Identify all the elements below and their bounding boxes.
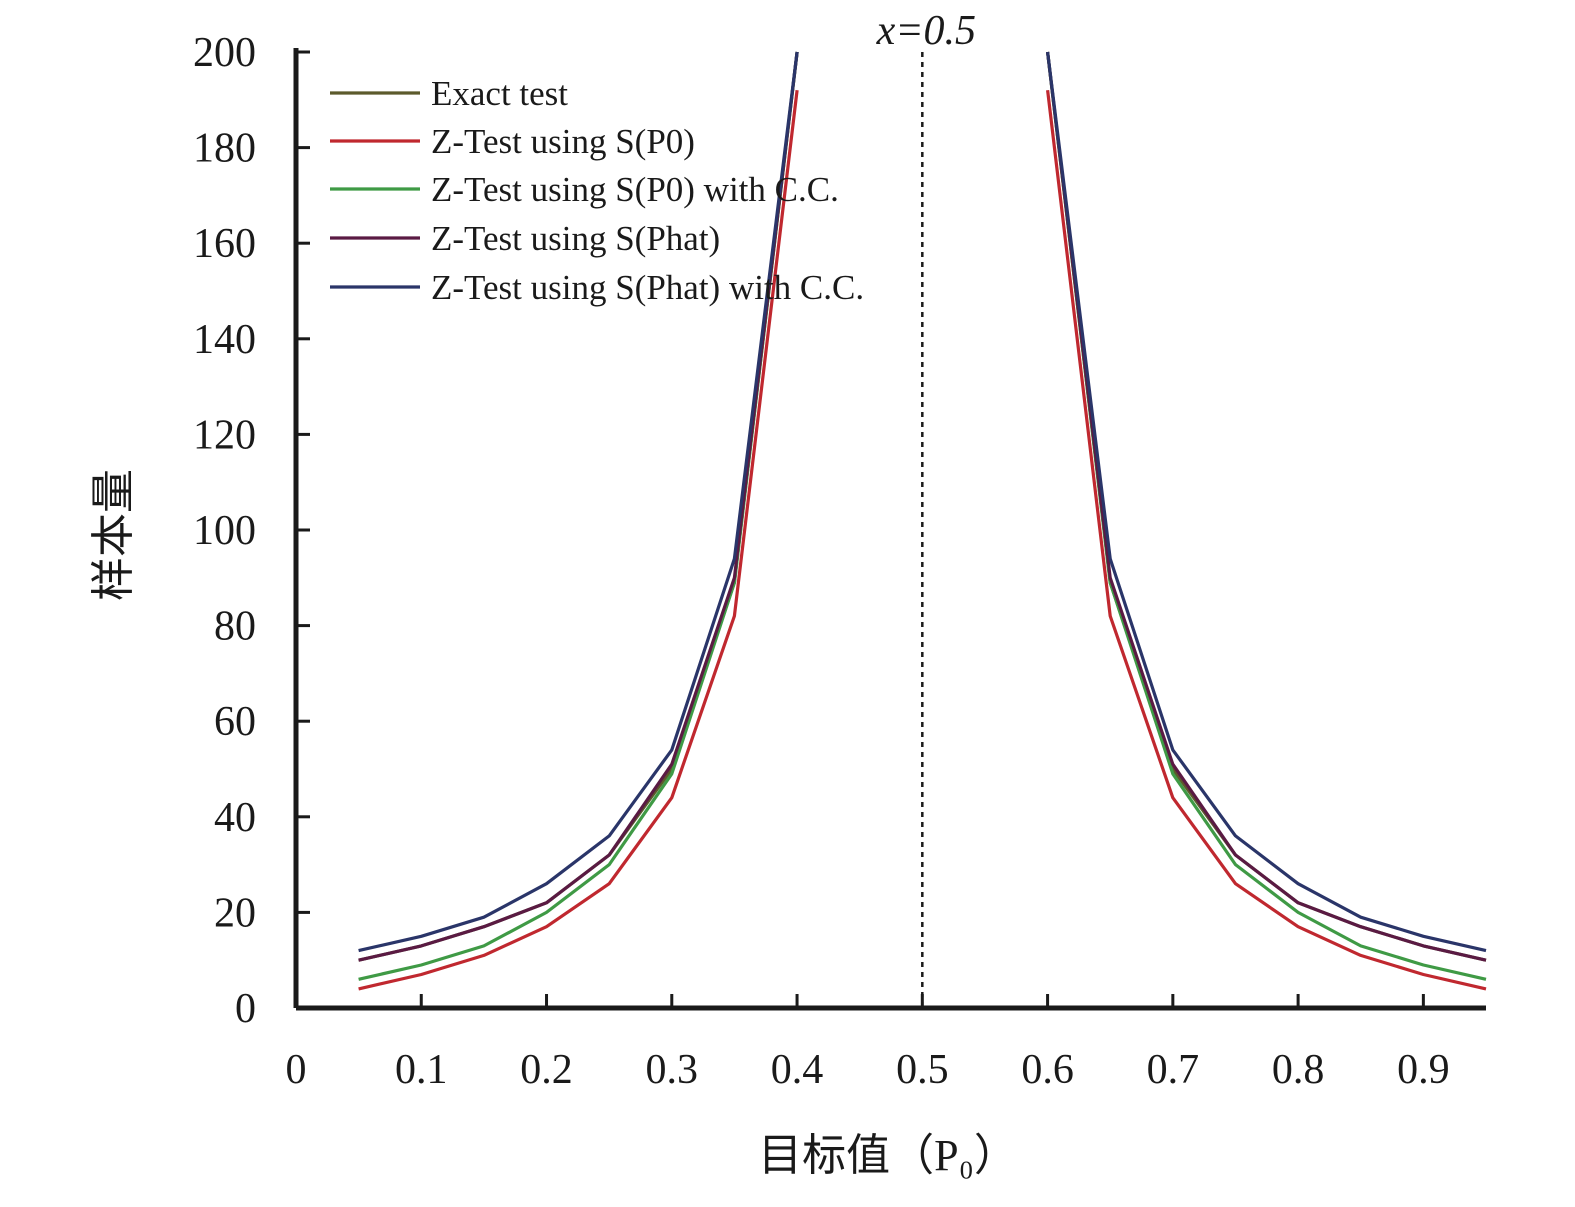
series-line-3-right: [1046, 51, 1487, 981]
y-tick-label: 160: [193, 221, 256, 267]
y-tick-label: 60: [214, 699, 256, 745]
series-layer: [358, 51, 1487, 991]
axes-layer: x=0.5 0 0.1 0.2 0.3 0.4 0.5 0.6 0.7 0.8 0.9 0 20 40 60…: [89, 8, 1486, 1180]
x-tick-label: 0.4: [771, 1047, 824, 1093]
x-tick-label: 0: [286, 1047, 307, 1093]
legend: Exact test Z-Test using S(P0) Z-Test using…: [330, 74, 864, 307]
x-tick-label: 0.1: [395, 1047, 448, 1093]
y-tick-label: 140: [193, 317, 256, 363]
x-tick-label: 0.5: [896, 1047, 949, 1093]
legend-label-3: Z-Test using S(P0) with C.C.: [431, 170, 839, 209]
series-line-5-right: [1046, 51, 1487, 953]
x-tick-label: 0.8: [1272, 1047, 1325, 1093]
y-tick-label: 120: [193, 412, 256, 458]
series-line-2-left: [358, 90, 799, 991]
series-line-3-left: [358, 51, 799, 981]
y-axis-title: 样本量: [89, 469, 138, 601]
series-line-5-left: [358, 51, 799, 953]
series-line-2-right: [1046, 90, 1487, 991]
x-axis-title: 目标值（P₀）: [758, 1131, 1018, 1180]
y-tick-label: 20: [214, 890, 256, 936]
series-line-4-right: [1046, 51, 1487, 962]
legend-label-2: Z-Test using S(P0): [431, 122, 695, 161]
legend-label-5: Z-Test using S(Phat) with C.C.: [431, 268, 864, 307]
x-tick-label: 0.6: [1021, 1047, 1074, 1093]
series-line-1-right: [1046, 51, 1487, 962]
y-tick-label: 100: [193, 508, 256, 554]
x-tick-label: 0.9: [1397, 1047, 1450, 1093]
x-tick-label: 0.2: [520, 1047, 573, 1093]
y-tick-label: 200: [193, 30, 256, 76]
y-tick-label: 40: [214, 795, 256, 841]
legend-label-4: Z-Test using S(Phat): [431, 219, 720, 258]
x-tick-label: 0.7: [1147, 1047, 1200, 1093]
x-tick-label: 0.3: [646, 1047, 699, 1093]
y-tick-label: 0: [235, 986, 256, 1032]
reference-line-label: x=0.5: [876, 8, 976, 54]
legend-label-1: Exact test: [431, 74, 568, 113]
y-tick-label: 80: [214, 604, 256, 650]
series-line-4-left: [358, 51, 799, 962]
y-tick-label: 180: [193, 126, 256, 172]
